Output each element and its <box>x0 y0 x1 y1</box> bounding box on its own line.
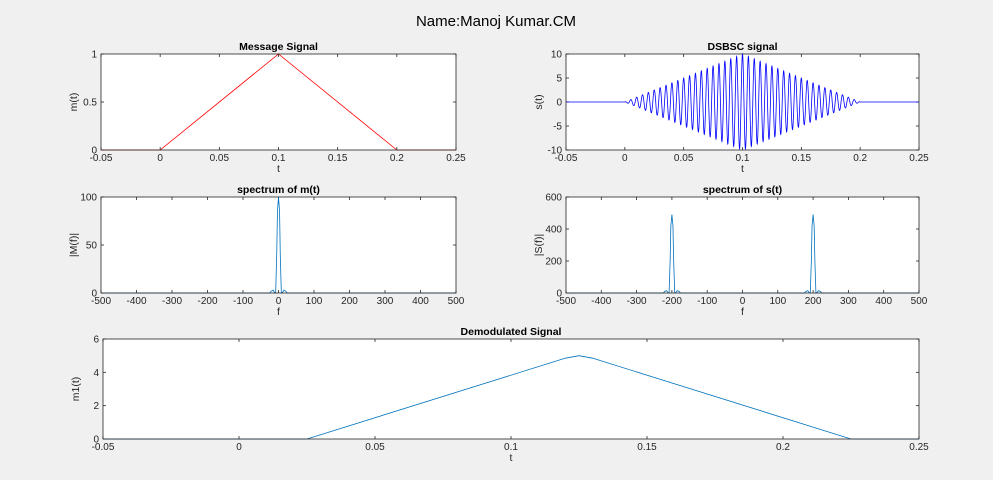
axes-frame <box>100 196 457 294</box>
x-tick-label: -500 <box>91 296 111 307</box>
x-tick-label: 0.1 <box>272 153 286 164</box>
axes-title: spectrum of s(t) <box>703 184 782 196</box>
y-tick-label: 4 <box>93 368 99 379</box>
y-tick-label: 0 <box>91 289 97 300</box>
y-tick-label: -5 <box>553 122 562 133</box>
x-tick-label: -0.05 <box>92 442 115 453</box>
x-tick-label: -200 <box>197 296 217 307</box>
x-tick-label: 500 <box>911 296 928 307</box>
axes-3: -500 -400 -300 -200 -100 0 100 200 300 400 500 0 50 1… <box>68 184 465 318</box>
figure-suptitle: Name:Manoj Kumar.CM <box>416 13 576 30</box>
x-tick-label: 0 <box>236 442 242 453</box>
y-tick-label: 0 <box>556 98 562 109</box>
x-tick-label: 400 <box>412 296 429 307</box>
x-tick-label: 200 <box>341 296 358 307</box>
x-tick-label: 0.15 <box>792 153 812 164</box>
x-tick-label: -300 <box>627 296 647 307</box>
x-tick-label: -100 <box>233 296 253 307</box>
y-tick-label: 400 <box>545 225 562 236</box>
axes-frame <box>100 53 457 151</box>
x-tick-label: 0 <box>157 153 163 164</box>
axes-frame <box>565 53 920 151</box>
x-tick-label: 0.15 <box>328 153 348 164</box>
x-tick-label: 0.1 <box>504 442 518 453</box>
plot-area <box>103 339 919 439</box>
y-axis-label: s(t) <box>533 94 545 109</box>
axes-frame <box>565 196 920 294</box>
x-tick-label: 400 <box>875 296 892 307</box>
axes-title: Demodulated Signal <box>461 326 562 338</box>
x-tick-label: 0.1 <box>736 153 750 164</box>
y-tick-label: 100 <box>80 193 97 204</box>
x-axis-label: f <box>741 306 744 318</box>
y-axis-label: |S(f)| <box>533 234 545 256</box>
axes-4: -500 -400 -300 -200 -100 0 100 200 300 400 500 0 200… <box>533 184 928 318</box>
x-axis-label: f <box>277 306 280 318</box>
axes-frame <box>102 338 920 440</box>
x-tick-label: 0.2 <box>390 153 404 164</box>
x-tick-label: 0 <box>622 153 628 164</box>
y-tick-label: 2 <box>93 401 99 412</box>
y-axis-label: m1(t) <box>70 377 82 402</box>
x-tick-label: -0.05 <box>90 153 113 164</box>
y-tick-label: 6 <box>93 335 99 346</box>
y-tick-label: 5 <box>556 74 562 85</box>
x-tick-label: 0.05 <box>210 153 230 164</box>
x-tick-label: 300 <box>377 296 394 307</box>
x-tick-label: -200 <box>662 296 682 307</box>
y-axis-label: |M(f)| <box>68 233 80 257</box>
y-tick-label: 0 <box>93 435 99 446</box>
axes-title: spectrum of m(t) <box>237 184 320 196</box>
y-tick-label: 10 <box>551 50 563 61</box>
axes-title: DSBSC signal <box>707 41 777 53</box>
x-tick-label: 0.05 <box>674 153 694 164</box>
x-tick-label: 0.25 <box>909 442 929 453</box>
x-axis-label: t <box>741 163 744 175</box>
axes-2: -0.05 0 0.05 0.1 0.15 0.2 0.25 -10 -5 0 5 10 DSBSC s… <box>533 41 929 175</box>
y-tick-label: 0 <box>556 289 562 300</box>
x-tick-label: 0.15 <box>637 442 657 453</box>
plot-area <box>101 54 456 150</box>
x-tick-label: -300 <box>162 296 182 307</box>
x-tick-label: 0.2 <box>776 442 790 453</box>
x-tick-label: 100 <box>306 296 323 307</box>
y-tick-label: 0 <box>91 146 97 157</box>
x-tick-label: 0.25 <box>446 153 466 164</box>
y-tick-label: 0.5 <box>83 98 97 109</box>
x-tick-label: 300 <box>840 296 857 307</box>
axes-title: Message Signal <box>239 41 318 53</box>
x-tick-label: 0.2 <box>853 153 867 164</box>
y-tick-label: 200 <box>545 257 562 268</box>
x-tick-label: 0 <box>276 296 282 307</box>
x-tick-label: 100 <box>769 296 786 307</box>
x-tick-label: -0.05 <box>555 153 578 164</box>
y-tick-label: -10 <box>548 146 563 157</box>
x-tick-label: 0.25 <box>909 153 929 164</box>
plot-area <box>566 197 919 293</box>
x-tick-label: 0 <box>740 296 746 307</box>
x-tick-label: -100 <box>697 296 717 307</box>
x-tick-label: 0.05 <box>365 442 385 453</box>
x-tick-label: 200 <box>805 296 822 307</box>
y-tick-label: 600 <box>545 193 562 204</box>
x-tick-label: -400 <box>591 296 611 307</box>
x-axis-label: t <box>277 163 280 175</box>
axes-5: -0.05 0 0.05 0.1 0.15 0.2 0.250246Demodulated … <box>70 326 929 464</box>
x-tick-label: -400 <box>126 296 146 307</box>
y-tick-label: 50 <box>86 241 98 252</box>
x-tick-label: -500 <box>556 296 576 307</box>
x-tick-label: 500 <box>448 296 465 307</box>
plot-area <box>101 197 456 293</box>
y-tick-label: 1 <box>91 50 97 61</box>
x-axis-label: t <box>510 452 513 464</box>
y-axis-label: m(t) <box>68 93 80 112</box>
